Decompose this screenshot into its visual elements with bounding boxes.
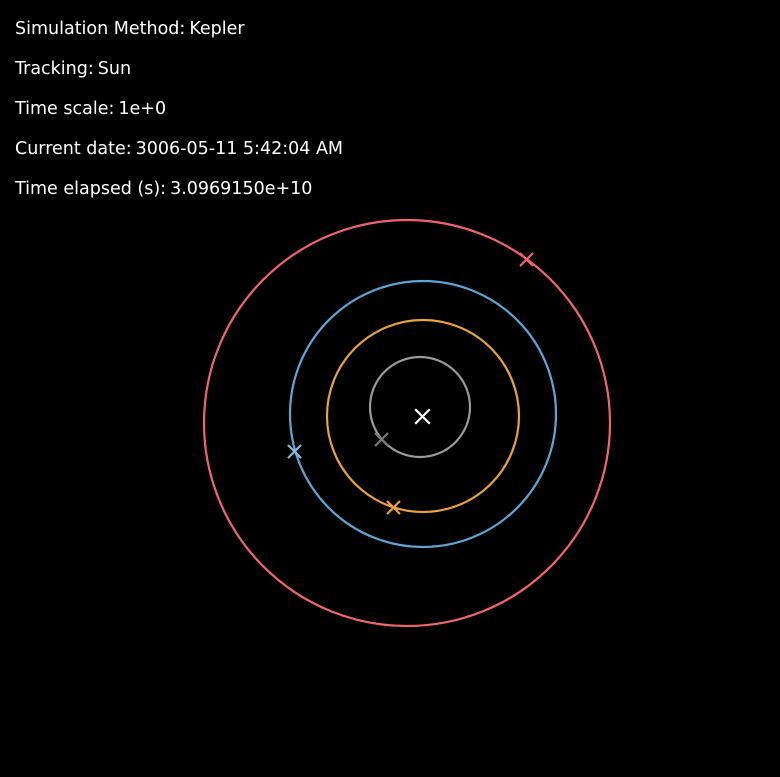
hud-overlay: Simulation Method: Kepler Tracking: Sun Ti… [15,9,343,209]
time-scale-row: Time scale: 1e+0 [15,89,343,129]
time-elapsed-label: Time elapsed (s): [15,179,167,199]
tracking-label: Tracking: [15,59,94,79]
tracking-value: Sun [97,59,132,79]
planet-orange-cross-icon[interactable] [386,500,401,515]
simulation-method-label: Simulation Method: [15,19,186,39]
planet-grey-cross-icon[interactable] [374,432,389,447]
time-elapsed-row: Time elapsed (s): 3.0969150e+10 [15,169,343,209]
tracking-row: Tracking: Sun [15,49,343,89]
current-date-label: Current date: [15,139,132,159]
current-date-row: Current date: 3006-05-11 5:42:04 AM [15,129,343,169]
current-date-value: 3006-05-11 5:42:04 AM [135,139,344,159]
time-elapsed-value: 3.0969150e+10 [170,179,313,199]
sun-cross-icon[interactable] [414,408,431,425]
time-scale-label: Time scale: [15,99,115,119]
time-scale-value: 1e+0 [118,99,167,119]
planet-blue-cross-icon[interactable] [287,444,302,459]
simulation-method-value: Kepler [189,19,245,39]
simulation-method-row: Simulation Method: Kepler [15,9,343,49]
orbit-blue [288,279,558,549]
planet-red-cross-icon[interactable] [519,252,534,267]
orbit-grey [368,355,472,459]
orbit-red [202,218,612,628]
orbit-orange [325,318,521,514]
